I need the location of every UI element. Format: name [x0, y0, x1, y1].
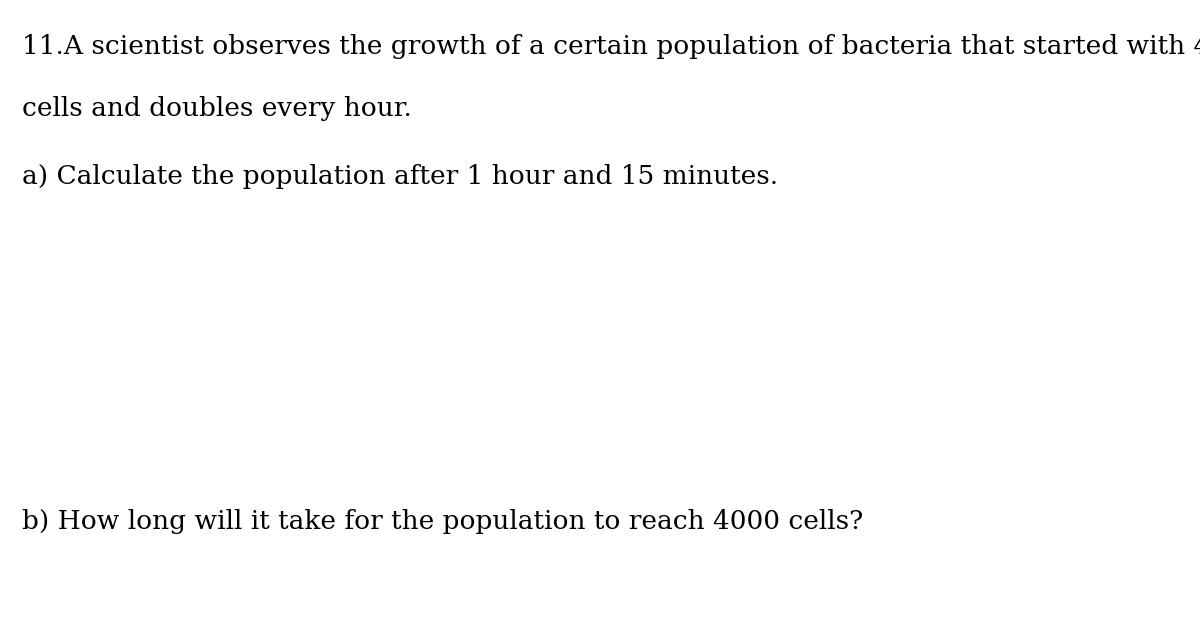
Text: 11.A scientist observes the growth of a certain population of bacteria that star: 11.A scientist observes the growth of a …	[22, 34, 1200, 59]
Text: b) How long will it take for the population to reach 4000 cells?: b) How long will it take for the populat…	[22, 509, 863, 534]
Text: a) Calculate the population after 1 hour and 15 minutes.: a) Calculate the population after 1 hour…	[22, 164, 778, 189]
Text: cells and doubles every hour.: cells and doubles every hour.	[22, 96, 412, 121]
